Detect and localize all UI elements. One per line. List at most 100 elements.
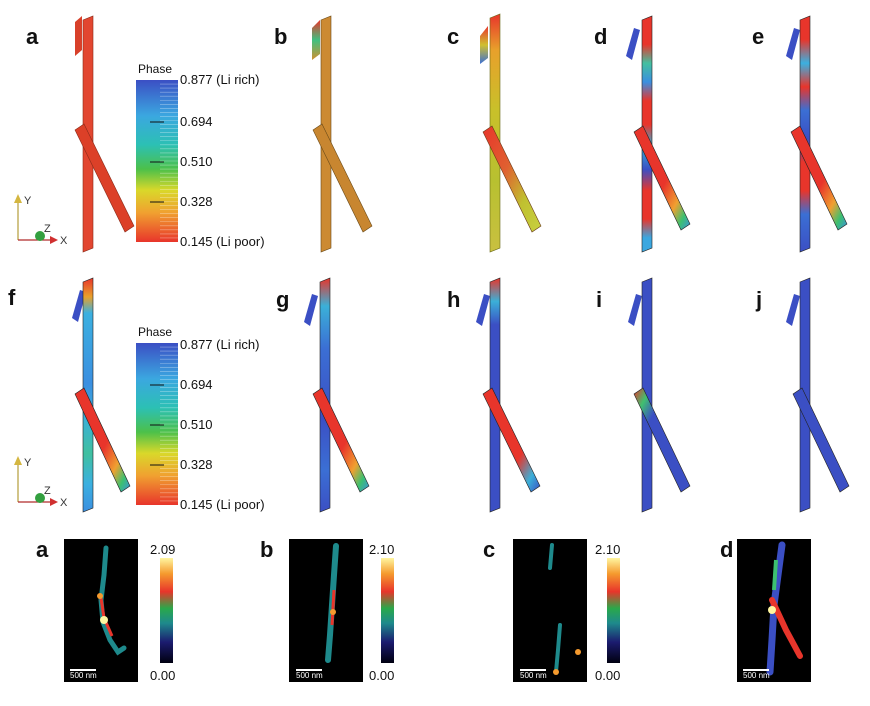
rod-tip [312,20,320,60]
rod-tip [476,294,490,326]
intensity-colorbar [607,558,620,663]
rod-tip [786,28,800,60]
row2: f Phase 0.877 (Li rich) 0.694 0.510 0.32… [8,277,850,513]
panel-b-top: b [274,15,373,253]
mid-signal [772,559,778,591]
panel-label: a [36,537,49,562]
hot-spot [575,649,581,655]
colorbar-row2: Phase 0.877 (Li rich) 0.694 0.510 0.328 … [136,325,265,512]
colorbar-min-label: 0.00 [369,668,394,683]
hot-signal [330,589,336,626]
colorbar-tick-label: 0.510 [180,154,213,169]
colorbar-max-label: 2.10 [369,542,394,557]
colorbar-min-label: 0.00 [150,668,175,683]
z-axis-marker [35,493,45,503]
panel-a-top: a [26,15,135,253]
colorbar-tick-label: 0.694 [180,377,213,392]
scale-bar-label: 500 nm [70,671,97,680]
panel-label: e [752,24,764,49]
colorbar-tick-label: 0.328 [180,194,213,209]
colorbar-min-label: 0.00 [595,668,620,683]
scale-bar-label: 500 nm [520,671,547,680]
z-axis-marker [35,231,45,241]
colorbar-gradient [136,80,178,242]
panel-label: b [260,537,273,562]
branch-rod [312,387,370,493]
colorbar-gradient [136,343,178,505]
panel-d-top: d [594,15,691,253]
rod-tip [786,294,800,326]
z-axis-label: Z [44,223,51,235]
main-rod [82,277,94,513]
hot-spot [553,669,559,675]
axis-triad: Y X Z [14,456,68,509]
scale-bar-label: 500 nm [743,671,770,680]
colorbar-max-label: 2.09 [150,542,175,557]
colorbar-tick-label: 0.145 (Li poor) [180,234,265,249]
colorbar-minor-ticks [160,83,178,239]
colorbar-max-label: 2.10 [595,542,620,557]
panel-label: f [8,285,16,310]
colorbar-tick-label: 0.877 (Li rich) [180,337,259,352]
panel-a-map: a 500 nm 2.09 0.00 [36,537,175,683]
hot-spot [97,593,103,599]
x-axis-label: X [60,235,68,247]
colorbar-row1: Phase 0.877 (Li rich) 0.694 0.510 0.328 … [136,62,265,249]
panel-label: a [26,24,39,49]
rod-tip [480,26,488,64]
x-axis-label: X [60,497,68,509]
y-axis-label: Y [24,457,32,469]
panel-e-top: e [752,15,848,253]
panel-label: c [483,537,495,562]
panel-label: h [447,287,460,312]
colorbar-tick-label: 0.328 [180,457,213,472]
panel-label: d [720,537,733,562]
main-rod [641,277,653,513]
branch-rod [482,387,541,493]
branch-rod [74,387,131,493]
panel-h: h [447,277,541,513]
branch-rod [482,125,542,233]
colorbar-tick-label: 0.510 [180,417,213,432]
branch-signal [769,597,803,659]
intensity-colorbar [381,558,394,663]
panel-c-map: c 500 nm 2.10 0.00 [483,537,620,683]
nanowire-signal [554,623,562,674]
y-axis-label: Y [24,195,32,207]
colorbar-tick-label: 0.145 (Li poor) [180,497,265,512]
colorbar-tick-label: 0.877 (Li rich) [180,72,259,87]
rod-tip [304,294,318,326]
hot-spot [768,606,776,614]
panel-label: g [276,287,289,312]
branch-rod [790,125,848,231]
colorbar-tick-label: 0.694 [180,114,213,129]
x-axis-arrow [50,498,58,506]
main-rod [799,15,811,253]
hot-spot [100,616,108,624]
row3: a 500 nm 2.09 0.00 b 500 nm 2.10 0.00 [36,537,811,683]
panel-label: d [594,24,607,49]
axis-triad: Y X Z [14,194,68,247]
panel-f: f [8,277,131,513]
panel-label: i [596,287,602,312]
panel-i: i [596,277,691,513]
panel-label: b [274,24,287,49]
intensity-colorbar [160,558,173,663]
panel-label: c [447,24,459,49]
rod-tip [72,290,86,322]
panel-d-map: d 500 nm [720,537,811,682]
panel-c-top: c [447,13,542,253]
colorbar-title: Phase [138,325,172,339]
panel-g: g [276,277,370,513]
panel-label: j [755,287,762,312]
z-axis-label: Z [44,485,51,497]
x-axis-arrow [50,236,58,244]
scale-bar-label: 500 nm [296,671,323,680]
branch-rod [74,123,135,233]
branch-rod [792,387,850,493]
nanowire-signal [548,543,554,570]
panel-b-map: b 500 nm 2.10 0.00 [260,537,394,683]
branch-rod [312,123,373,233]
hot-spot [330,609,336,615]
